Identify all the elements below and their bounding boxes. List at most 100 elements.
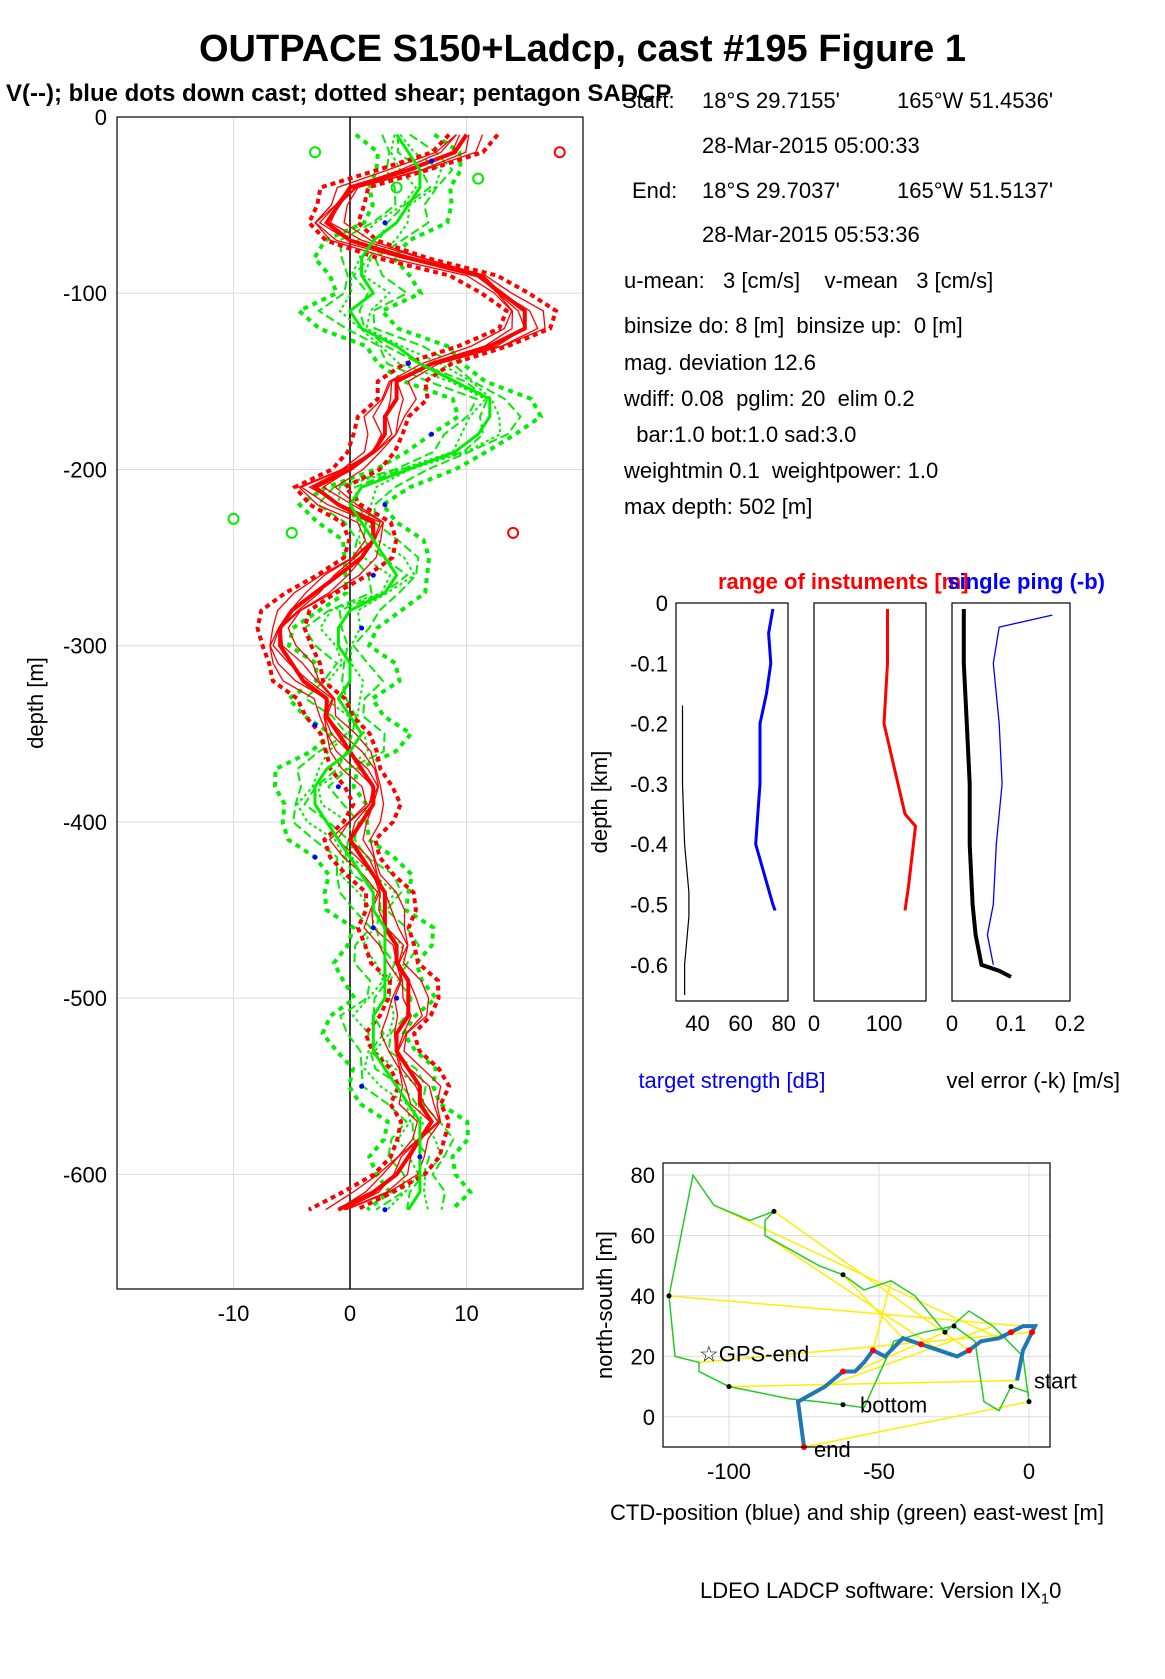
downcast-dot [382, 502, 388, 508]
ctd-track [795, 1324, 1039, 1448]
end-lat: 18°S 29.7037' [702, 178, 840, 203]
downcast-dot [382, 220, 388, 226]
label-end: end [814, 1437, 851, 1462]
y-tick-label: -0.4 [630, 832, 668, 857]
wdiff-text: wdiff: 0.08 pglim: 20 elim 0.2 [624, 386, 915, 411]
ctd-point [966, 1347, 972, 1354]
vel-error-line [961, 609, 1012, 979]
downcast-dot [429, 431, 435, 437]
start-lat: 18°S 29.7155' [702, 88, 840, 113]
y-tick-label: -600 [63, 1162, 107, 1187]
downcast-dot [382, 1207, 388, 1213]
y-tick-label: -300 [63, 634, 107, 659]
ctd-point [1008, 1329, 1014, 1336]
x-tick-label: 10 [454, 1301, 478, 1326]
ship-point [726, 1384, 732, 1390]
ctd-point [870, 1347, 876, 1354]
x-tick-label: -50 [863, 1459, 895, 1484]
start-time: 28-Mar-2015 05:00:33 [702, 133, 920, 158]
label-bottom: bottom [860, 1393, 927, 1418]
sadcp-marker [472, 172, 485, 185]
start-label: Start: [622, 88, 675, 113]
target-strength-line [754, 608, 777, 912]
ship-point [1008, 1384, 1014, 1390]
ship-ctd-link [764, 1234, 940, 1351]
u-profile-line [287, 134, 546, 1211]
downcast-dot [359, 625, 365, 631]
axes-frame [662, 1162, 1051, 1448]
x-tick-label: 40 [685, 1011, 709, 1036]
ship-ctd-link [773, 1210, 970, 1351]
ship-ctd-link [713, 1204, 1000, 1339]
downcast-dot [405, 361, 411, 367]
v-profile-line [292, 134, 479, 1211]
x-tick-label: 0 [1023, 1459, 1035, 1484]
ship-point [840, 1272, 846, 1278]
downcast-dot [394, 995, 400, 1001]
single-ping-line [986, 614, 1053, 965]
y-tick-label: -0.2 [630, 712, 668, 737]
ship-point [840, 1402, 846, 1408]
y-tick-label: 80 [631, 1163, 655, 1188]
vel-error-axes: 0 0.1 0.2 single ping (-b) vel error (-k) [m… [946, 569, 1120, 1093]
x-axis-label: CTD-position (blue) and ship (green) eas… [610, 1500, 1104, 1525]
magdev-text: mag. deviation 12.6 [624, 350, 817, 375]
figure-subtitle: V(--); blue dots down cast; dotted shear… [6, 80, 672, 107]
ship-point [1026, 1399, 1032, 1405]
y-tick-label: 60 [631, 1224, 655, 1249]
ship-ctd-link [803, 1400, 1030, 1448]
ship-track [668, 1173, 1030, 1412]
x-tick-label: 100 [866, 1011, 903, 1036]
y-tick-label: 20 [631, 1344, 655, 1369]
y-tick-label: -500 [63, 986, 107, 1011]
start-lon: 165°W 51.4536' [897, 88, 1054, 113]
x-tick-label: 0 [946, 1011, 958, 1036]
downcast-dot [370, 572, 376, 578]
y-tick-label: -100 [63, 281, 107, 306]
axes-frame [116, 116, 584, 1290]
downcast-dot [312, 854, 318, 860]
x-axis-label: vel error (-k) [m/s] [946, 1068, 1120, 1093]
range-title: range of instuments [m] [718, 569, 969, 594]
y-tick-label: -200 [63, 457, 107, 482]
downcast-dot [335, 784, 341, 790]
y-tick-label: -0.5 [630, 893, 668, 918]
weight-text: weightmin 0.1 weightpower: 1.0 [624, 458, 939, 483]
u-profile-line [269, 134, 514, 1211]
label-gps-end: ☆GPS-end [699, 1341, 809, 1366]
ship-point [666, 1293, 672, 1299]
ctd-point [1029, 1329, 1035, 1336]
range-line [882, 609, 918, 911]
figure-title: OUTPACE S150+Ladcp, cast #195 Figure 1 [199, 28, 966, 70]
v-profile-line [317, 133, 502, 1210]
x-tick-label: 80 [771, 1011, 795, 1036]
downcast-dot [429, 158, 435, 164]
axes-frame [951, 602, 1071, 1002]
u-mean-line [278, 133, 527, 1212]
footer-sub: 1 [1040, 1590, 1050, 1608]
u-profile-line [269, 134, 513, 1211]
x-tick-label: 60 [728, 1011, 752, 1036]
single-ping-title: single ping (-b) [947, 569, 1105, 594]
y-tick-label: -0.3 [630, 772, 668, 797]
y-axis-label: north-south [m] [592, 1231, 617, 1379]
axes-frame [813, 602, 927, 1002]
range-axes: 0 100 range of instuments [m] [718, 569, 969, 1036]
x-tick-label: -100 [707, 1459, 751, 1484]
sadcp-marker [309, 146, 322, 159]
target-strength-axes: 40 60 80 0 -0.1 -0.2 -0.3 -0.4 -0.5 -0.6 depth [km… [587, 591, 826, 1093]
end-lon: 165°W 51.5137' [897, 178, 1054, 203]
ship-ctd-link [854, 1331, 946, 1373]
end-label: End: [632, 178, 678, 203]
v-profile-line [351, 132, 544, 1212]
x-tick-label: 0 [808, 1011, 820, 1036]
downcast-dot [359, 1083, 365, 1089]
footer-main: LDEO LADCP software: Version IX [700, 1578, 1041, 1603]
ctd-position-axes: -100 -50 0 0 20 40 60 80 north-south [m] CTD-posi… [592, 1162, 1104, 1525]
downcast-dot [370, 925, 376, 931]
sadcp-marker [390, 181, 403, 194]
bar-text: bar:1.0 bot:1.0 sad:3.0 [624, 422, 857, 447]
v-profile-line [327, 133, 522, 1210]
